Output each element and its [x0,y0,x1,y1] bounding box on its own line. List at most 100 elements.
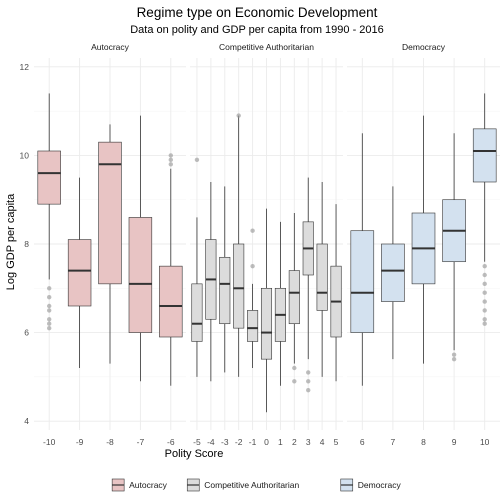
outlier-point [482,308,487,313]
box-iqr [37,150,61,205]
box-iqr [316,243,328,311]
box-iqr [98,141,122,285]
box-0: 0 [260,208,273,447]
box-4: 4 [316,182,328,447]
box-iqr [67,239,92,307]
box-iqr [247,310,259,342]
x-tick-label: 1 [278,437,283,447]
outlier-point [47,286,52,291]
outlier-point [482,321,487,326]
x-tick-label: 5 [334,437,339,447]
outlier-point [47,303,52,309]
facet-panel-democracy: Democracy 6 7 8 9 10 [347,42,500,447]
x-tick-label: 10 [480,437,490,447]
outlier-point [194,157,200,163]
legend-label: Competitive Authoritarian [204,480,299,490]
x-tick-label: 6 [360,437,365,447]
outlier-point [292,365,297,371]
x-tick-label: 3 [306,437,311,447]
outlier-point [47,321,52,326]
box--3: -3 [219,186,231,447]
outlier-point [292,379,297,384]
x-tick-label: -4 [207,437,215,447]
outlier-point [482,290,487,295]
box--5: -5 [191,157,203,447]
box-iqr [128,217,153,333]
box-9: 9 [442,133,466,447]
box-iqr [472,128,497,183]
legend-item: Competitive Authoritarian [186,478,299,492]
box--1: -1 [247,228,259,447]
y-tick-label: 8 [24,239,29,249]
outlier-point [168,157,173,163]
outlier-point [168,153,173,158]
box-7: 7 [381,186,405,447]
box-iqr [288,270,300,325]
x-tick-label: 0 [264,437,269,447]
chart-title: Regime type on Economic Development [137,5,378,20]
box--9: -9 [67,177,92,447]
box-iqr [219,256,231,325]
box-iqr [191,283,203,342]
box-1: 1 [274,221,286,447]
legend-label: Autocracy [129,480,168,490]
facet-strip-label: Competitive Authoritarian [219,42,314,52]
outlier-point [482,281,487,287]
outlier-point [306,370,311,375]
x-tick-label: -3 [221,437,229,447]
outlier-point [47,317,52,322]
outlier-point [168,162,173,167]
outlier-point [482,272,487,278]
chart-subtitle: Data on polity and GDP per capita from 1… [130,24,384,36]
legend: Autocracy Competitive Authoritarian Democr… [111,478,402,492]
box-5: 5 [330,204,342,447]
x-tick-label: -10 [43,437,56,447]
outlier-point [451,356,457,362]
box-2: 2 [288,213,300,447]
outlier-point [47,325,52,331]
box-8: 8 [411,115,436,447]
box-iqr [260,287,273,360]
box-iqr [233,243,245,329]
y-tick-label: 10 [20,150,30,160]
box-iqr [159,265,183,338]
box--10: -10 [37,93,61,447]
y-axis-label: Log GDP per capita [5,193,17,290]
outlier-point [47,308,52,313]
outlier-point [482,263,487,269]
box-iqr [350,230,375,333]
x-tick-label: 4 [320,437,325,447]
box-6: 6 [350,133,375,447]
legend-item: Democracy [340,478,402,492]
box-iqr [381,243,405,302]
box-3: 3 [302,177,314,447]
legend-label: Democracy [358,480,402,490]
y-tick-label: 6 [24,328,29,338]
outlier-point [482,299,487,304]
box--7: -7 [128,115,153,447]
x-tick-label: -6 [167,437,175,447]
x-tick-label: -7 [137,437,145,447]
x-tick-label: -2 [235,437,243,447]
x-tick-label: -1 [249,437,257,447]
x-tick-label: -9 [76,437,84,447]
outlier-point [451,352,457,357]
x-axis-label: Polity Score [165,448,224,460]
outlier-point [306,379,311,384]
x-tick-label: 7 [391,437,396,447]
y-tick-label: 12 [20,62,30,72]
outlier-point [47,294,52,300]
outlier-point [250,228,255,233]
outlier-point [250,263,255,269]
legend-item: Autocracy [111,478,168,492]
x-tick-label: 8 [421,437,426,447]
facet-strip-label: Autocracy [91,42,130,52]
outlier-point [236,113,241,118]
box--8: -8 [98,124,122,447]
outlier-point [482,317,487,322]
x-tick-label: 2 [292,437,297,447]
x-tick-label: -5 [193,437,201,447]
